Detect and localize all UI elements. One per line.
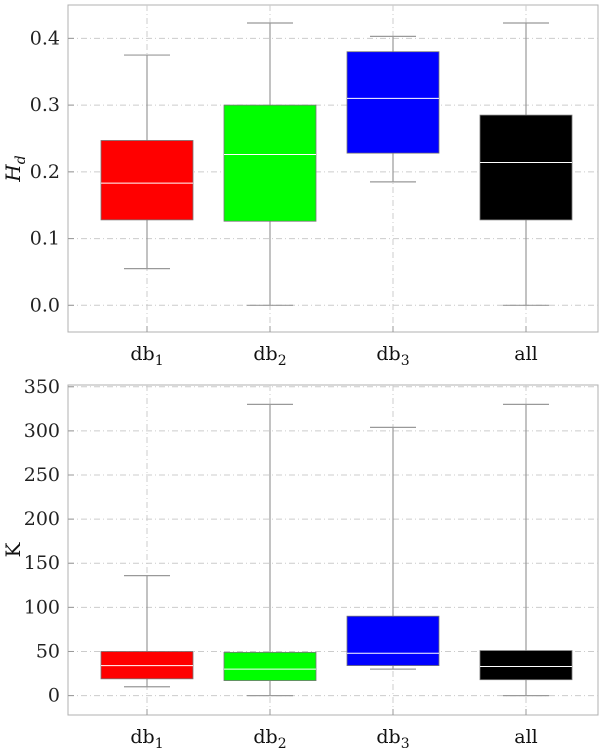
box-db3 bbox=[346, 426, 440, 670]
plot-frame bbox=[67, 4, 599, 333]
y-tick-label: 0.3 bbox=[30, 94, 60, 116]
x-tick-label: all bbox=[514, 726, 537, 748]
box-all bbox=[479, 22, 573, 306]
x-tick-label: db1 bbox=[130, 726, 163, 750]
y-tick-label: 0.0 bbox=[30, 294, 60, 316]
y-axis-label-main: H bbox=[1, 164, 25, 183]
x-tick-label: all bbox=[514, 343, 537, 365]
x-tick-label: db3 bbox=[376, 726, 409, 750]
box-db2 bbox=[223, 22, 317, 306]
y-axis-label: Hd bbox=[1, 155, 29, 182]
box-db1 bbox=[100, 574, 194, 688]
y-tick-label: 0 bbox=[48, 685, 60, 707]
box-body bbox=[479, 650, 573, 681]
box-all bbox=[479, 403, 573, 697]
x-tick-label-base: db bbox=[253, 343, 277, 365]
x-tick-label-base: all bbox=[514, 343, 537, 365]
x-tick-label: db1 bbox=[130, 343, 163, 369]
x-tick-label: db2 bbox=[253, 726, 286, 750]
x-tick-label-base: db bbox=[376, 343, 400, 365]
box-db1 bbox=[100, 54, 194, 270]
box-body bbox=[100, 140, 194, 221]
y-tick-label: 100 bbox=[24, 596, 60, 618]
y-tick-label: 200 bbox=[24, 508, 60, 530]
y-axis-label-sub: d bbox=[13, 155, 29, 164]
y-tick-label: 50 bbox=[36, 640, 60, 662]
y-tick-label: 300 bbox=[24, 420, 60, 442]
box-db3 bbox=[346, 35, 440, 183]
x-tick-label-sub: 3 bbox=[401, 736, 410, 750]
y-tick-label: 350 bbox=[24, 376, 60, 398]
x-tick-label-base: db bbox=[376, 726, 400, 748]
y-tick-label: 250 bbox=[24, 464, 60, 486]
box-body bbox=[346, 615, 440, 666]
y-tick-label: 0.2 bbox=[30, 161, 60, 183]
box-db2 bbox=[223, 403, 317, 697]
y-axis-label: K bbox=[1, 541, 25, 557]
x-tick-label-base: db bbox=[130, 343, 154, 365]
plot-frame bbox=[67, 384, 599, 716]
box-body bbox=[223, 651, 317, 681]
y-tick-label: 0.4 bbox=[30, 27, 60, 49]
x-tick-label-base: db bbox=[130, 726, 154, 748]
x-tick-label-sub: 2 bbox=[278, 353, 287, 369]
x-tick-label-base: all bbox=[514, 726, 537, 748]
box-body bbox=[223, 104, 317, 222]
box-body bbox=[346, 51, 440, 154]
y-tick-label: 150 bbox=[24, 552, 60, 574]
x-tick-label: db2 bbox=[253, 343, 286, 369]
x-tick-label-sub: 1 bbox=[155, 353, 164, 369]
x-tick-label-sub: 3 bbox=[401, 353, 410, 369]
x-tick-label: db3 bbox=[376, 343, 409, 369]
x-tick-label-sub: 2 bbox=[278, 736, 287, 750]
box-body bbox=[479, 114, 573, 221]
x-tick-label-base: db bbox=[253, 726, 277, 748]
x-tick-label-sub: 1 bbox=[155, 736, 164, 750]
y-tick-label: 0.1 bbox=[30, 228, 60, 250]
